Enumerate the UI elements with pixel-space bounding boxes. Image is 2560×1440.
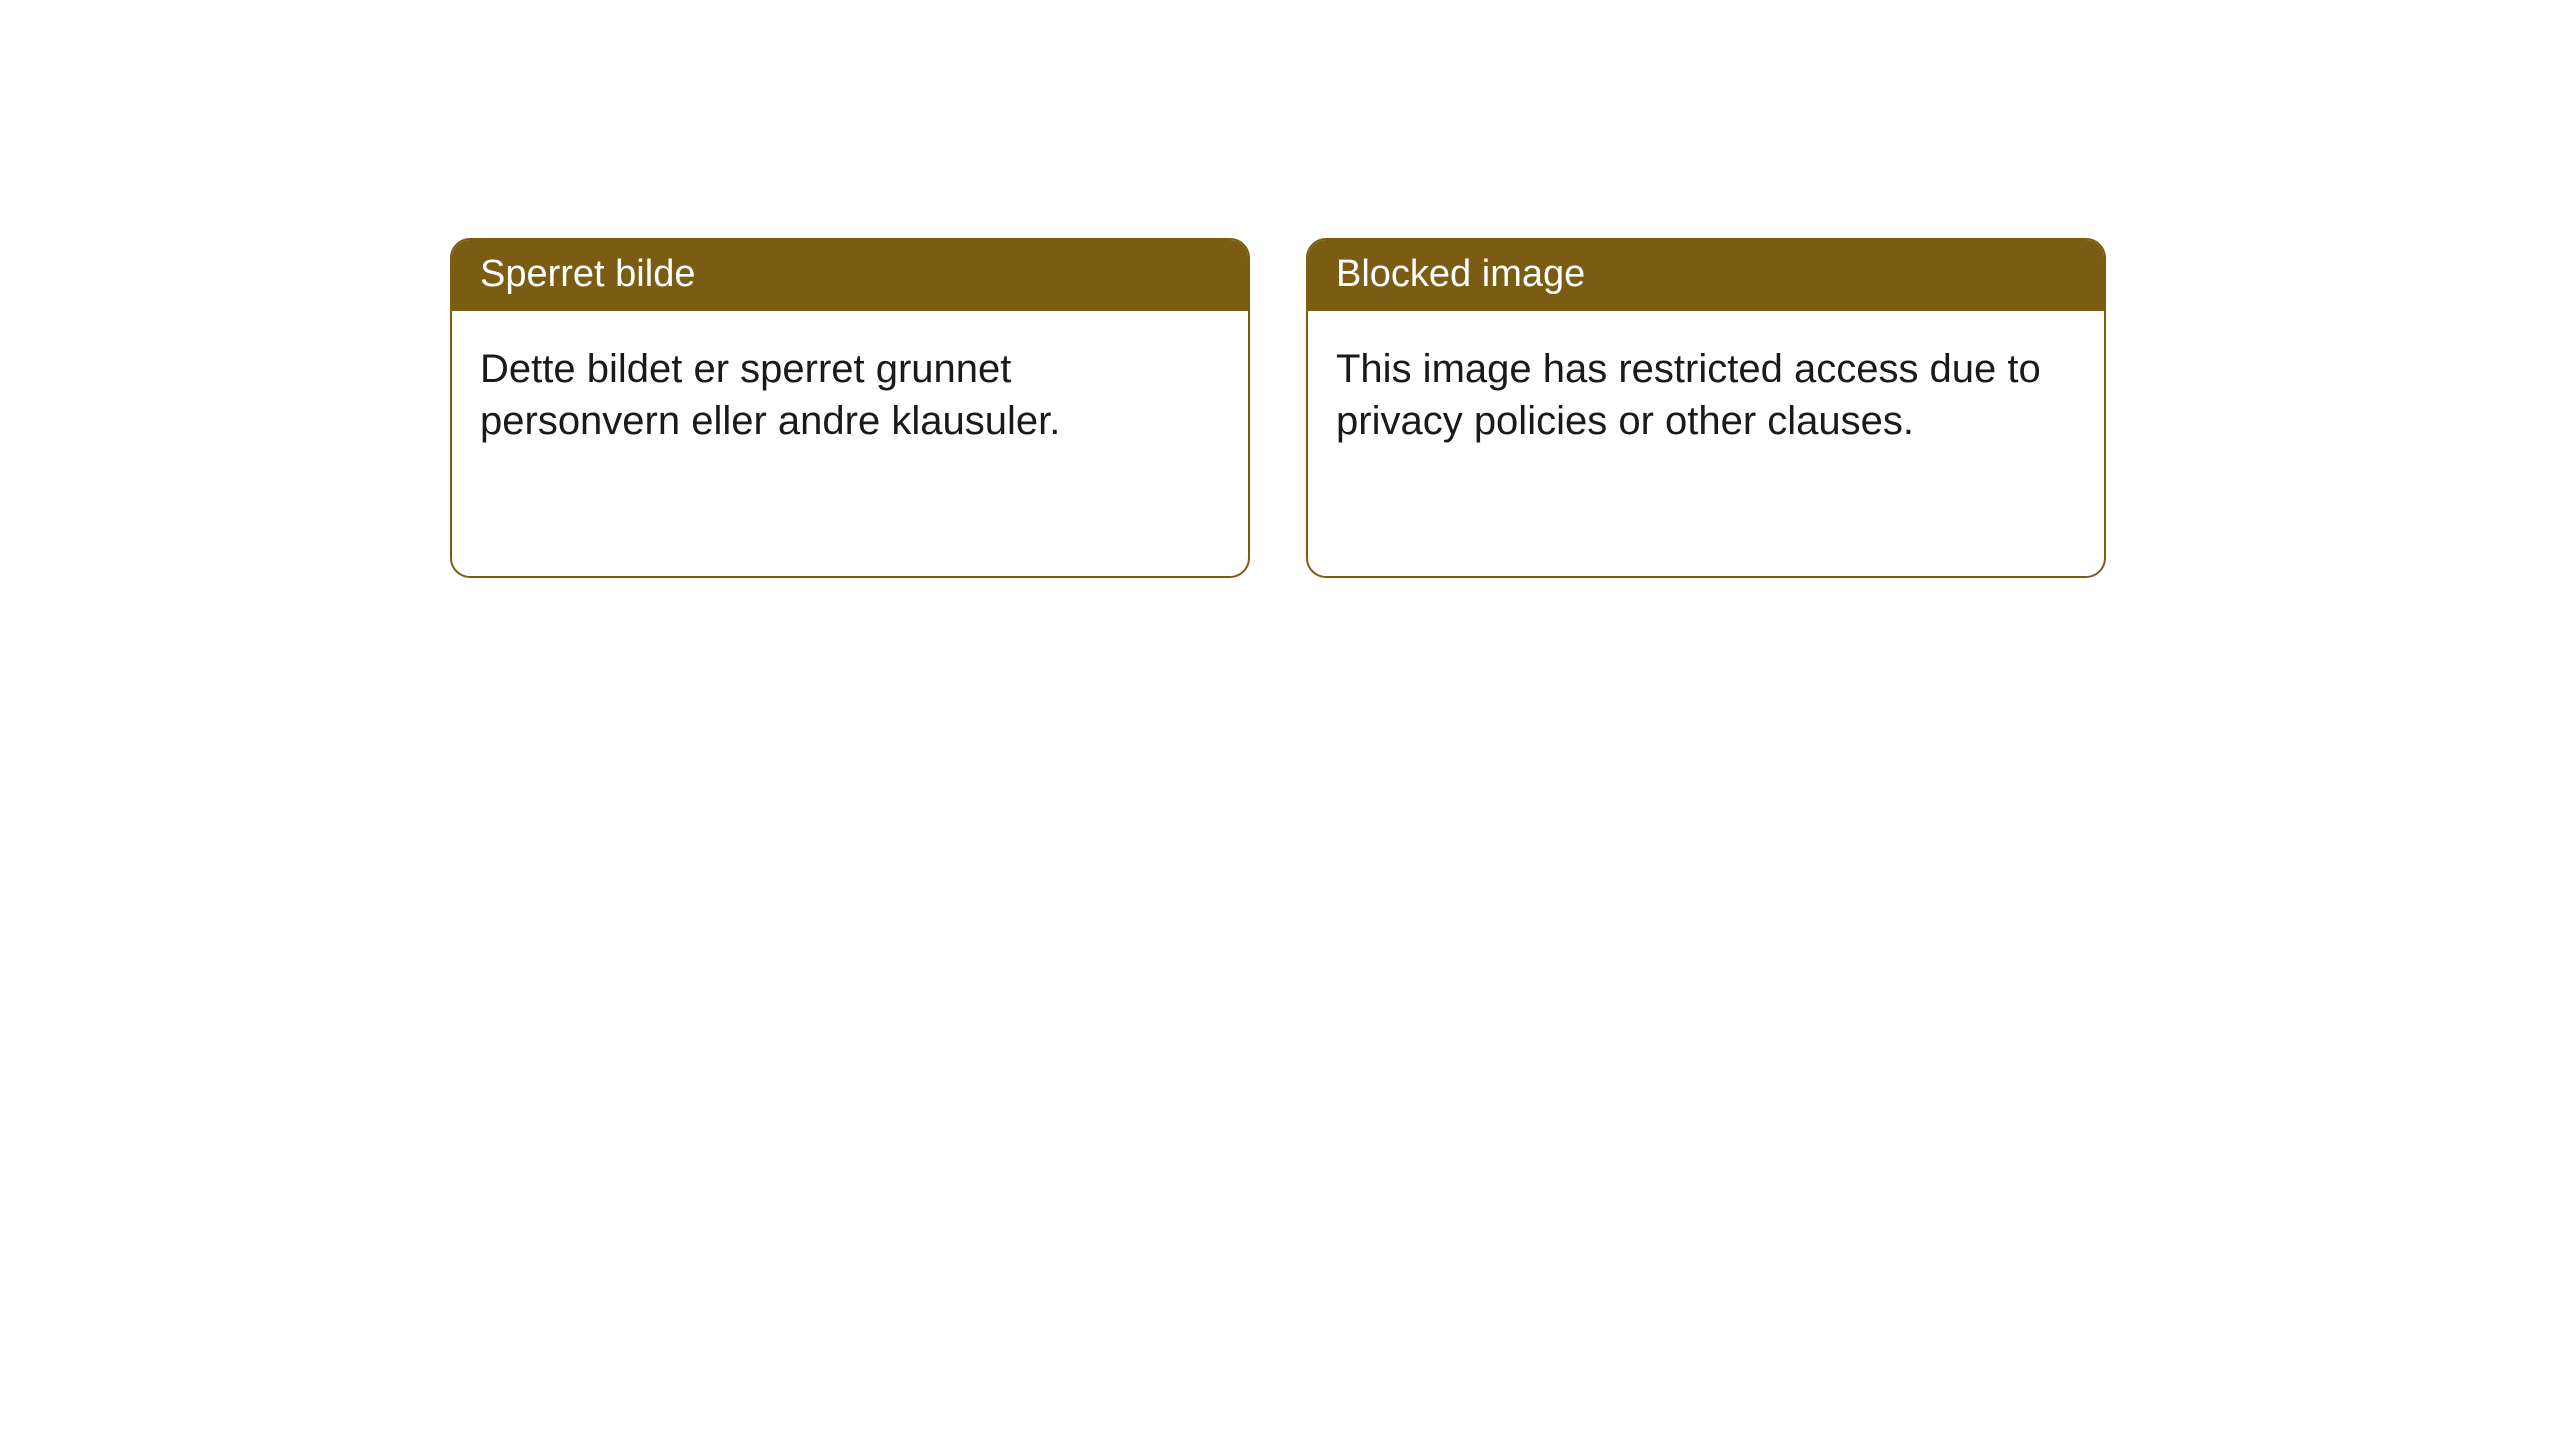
card-body-no: Dette bildet er sperret grunnet personve… [452, 311, 1248, 475]
blocked-image-card-no: Sperret bilde Dette bildet er sperret gr… [450, 238, 1250, 578]
blocked-image-card-en: Blocked image This image has restricted … [1306, 238, 2106, 578]
card-body-en: This image has restricted access due to … [1308, 311, 2104, 475]
card-title-no: Sperret bilde [452, 240, 1248, 311]
notice-cards-container: Sperret bilde Dette bildet er sperret gr… [0, 0, 2560, 578]
card-title-en: Blocked image [1308, 240, 2104, 311]
